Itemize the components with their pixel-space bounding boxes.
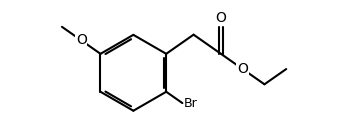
Text: Br: Br xyxy=(184,97,198,110)
Text: O: O xyxy=(76,33,87,47)
Text: O: O xyxy=(237,62,248,76)
Text: O: O xyxy=(216,11,226,25)
